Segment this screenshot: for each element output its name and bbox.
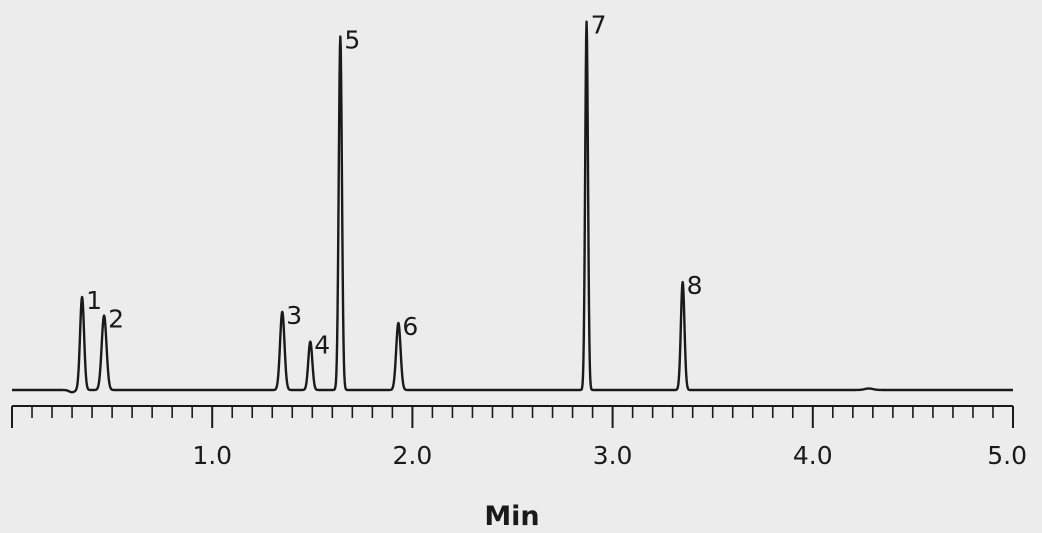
x-axis-title: Min [484,501,539,532]
peak-label-3: 3 [286,301,302,330]
x-tick-label: 1.0 [192,441,232,470]
trace-group [11,20,1014,394]
peak-label-5: 5 [344,26,360,55]
peak-label-6: 6 [402,312,418,341]
peak-label-2: 2 [108,305,124,334]
x-tick-label: 4.0 [793,441,833,470]
x-tick-label: 5.0 [987,441,1027,470]
peak-label-1: 1 [86,286,102,315]
x-axis: 1.0 2.0 3.0 4.0 5.0 [11,405,1027,470]
chromatogram-trace [11,20,1014,394]
x-tick-label: 2.0 [393,441,433,470]
peak-label-4: 4 [314,331,330,360]
peak-label-8: 8 [687,271,703,300]
x-tick-label: 3.0 [593,441,633,470]
peak-label-7: 7 [591,11,607,40]
